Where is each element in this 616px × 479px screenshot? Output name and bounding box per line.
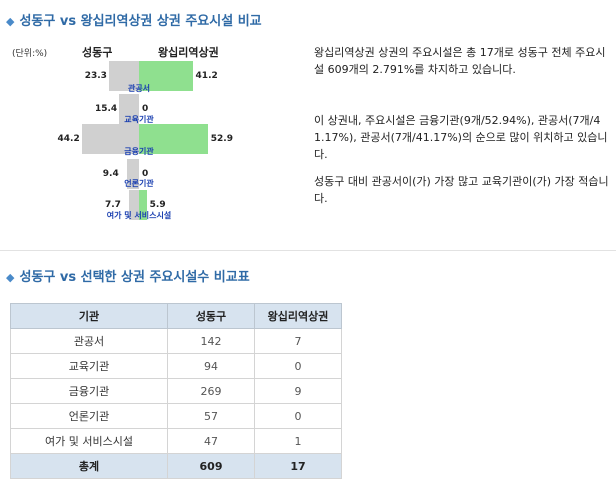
section-title-text: 성동구 vs 왕십리역상권 상권 주요시설 비교 xyxy=(19,14,262,29)
table-cell-label: 교육기관 xyxy=(10,353,168,379)
legend-seongdong: 성동구 xyxy=(82,46,113,59)
section-title-text: 성동구 vs 선택한 상권 주요시설수 비교표 xyxy=(19,270,250,285)
bar-wangsimni xyxy=(139,190,147,220)
table-cell-label: 언론기관 xyxy=(10,403,168,429)
table-cell-value: 269 xyxy=(167,378,255,404)
section-title-facility-count-table: ◆ 성동구 vs 선택한 상권 주요시설수 비교표 xyxy=(6,266,250,285)
chart-unit-label: (단위:%) xyxy=(12,49,48,59)
table-cell-value: 7 xyxy=(254,328,342,354)
table-cell-value: 142 xyxy=(167,328,255,354)
legend-wangsimni: 왕십리역상권 xyxy=(158,46,219,59)
value-label-seongdong: 15.4 xyxy=(94,104,118,114)
value-label-seongdong: 9.4 xyxy=(102,169,119,179)
category-label: 관공서 xyxy=(127,84,151,93)
table-header-cell: 왕십리역상권 xyxy=(254,303,342,329)
table-cell-label: 관공서 xyxy=(10,328,168,354)
table-header-cell: 기관 xyxy=(10,303,168,329)
value-label-wangsimni: 5.9 xyxy=(149,200,166,210)
table-cell-label: 여가 및 서비스시설 xyxy=(10,428,168,454)
bar-seongdong xyxy=(81,124,139,154)
bar-seongdong xyxy=(128,190,139,220)
table-row: 언론기관 57 0 xyxy=(10,403,342,429)
description-paragraph-1: 왕십리역상권 상권의 주요시설은 총 17개로 성동구 전체 주요시설 609개… xyxy=(314,46,606,76)
bar-seongdong xyxy=(126,159,139,189)
table-cell-value: 0 xyxy=(254,353,342,379)
table-cell-value: 94 xyxy=(167,353,255,379)
bar-wangsimni xyxy=(139,61,193,91)
table-cell-value: 0 xyxy=(254,403,342,429)
table-cell-value: 9 xyxy=(254,378,342,404)
bar-seongdong xyxy=(118,94,139,124)
facility-count-table: 기관 성동구 왕십리역상권 관공서 142 7 교육기관 94 0 금융기관 2… xyxy=(10,303,342,479)
section-divider xyxy=(0,250,616,251)
value-label-wangsimni: 41.2 xyxy=(195,71,218,81)
value-label-wangsimni: 0 xyxy=(142,104,149,114)
value-label-wangsimni: 52.9 xyxy=(210,134,233,144)
table-row: 여가 및 서비스시설 47 1 xyxy=(10,428,342,454)
table-cell-value: 609 xyxy=(167,453,255,479)
section-title-facility-compare: ◆ 성동구 vs 왕십리역상권 상권 주요시설 비교 xyxy=(6,10,262,29)
table-cell-value: 47 xyxy=(167,428,255,454)
table-row: 관공서 142 7 xyxy=(10,328,342,354)
table-header-cell: 성동구 xyxy=(167,303,255,329)
table-row: 금융기관 269 9 xyxy=(10,378,342,404)
table-cell-label: 금융기관 xyxy=(10,378,168,404)
category-label: 여가 및 서비스시설 xyxy=(106,211,172,220)
table-header-row: 기관 성동구 왕십리역상권 xyxy=(10,303,342,329)
description-paragraph-3: 성동구 대비 관공서이(가) 가장 많고 교육기관이(가) 가장 적습니다. xyxy=(314,175,609,205)
table-cell-value: 1 xyxy=(254,428,342,454)
table-row: 교육기관 94 0 xyxy=(10,353,342,379)
bar-wangsimni xyxy=(139,124,208,154)
value-label-seongdong: 7.7 xyxy=(104,200,121,210)
description-paragraph-2: 이 상권내, 주요시설은 금융기관(9개/52.94%), 관공서(7개/41.… xyxy=(314,114,608,161)
table-cell-label: 총계 xyxy=(10,453,168,479)
category-label: 언론기관 xyxy=(124,179,154,188)
diamond-bullet-icon: ◆ xyxy=(6,271,15,284)
category-label: 교육기관 xyxy=(124,115,154,124)
table-total-row: 총계 609 17 xyxy=(10,453,342,479)
bar-seongdong xyxy=(108,61,139,91)
value-label-seongdong: 23.3 xyxy=(84,71,107,81)
value-label-seongdong: 44.2 xyxy=(57,134,80,144)
value-label-wangsimni: 0 xyxy=(142,169,149,179)
diamond-bullet-icon: ◆ xyxy=(6,15,15,28)
table-cell-value: 17 xyxy=(254,453,342,479)
table-cell-value: 57 xyxy=(167,403,255,429)
category-label: 금융기관 xyxy=(124,147,154,156)
